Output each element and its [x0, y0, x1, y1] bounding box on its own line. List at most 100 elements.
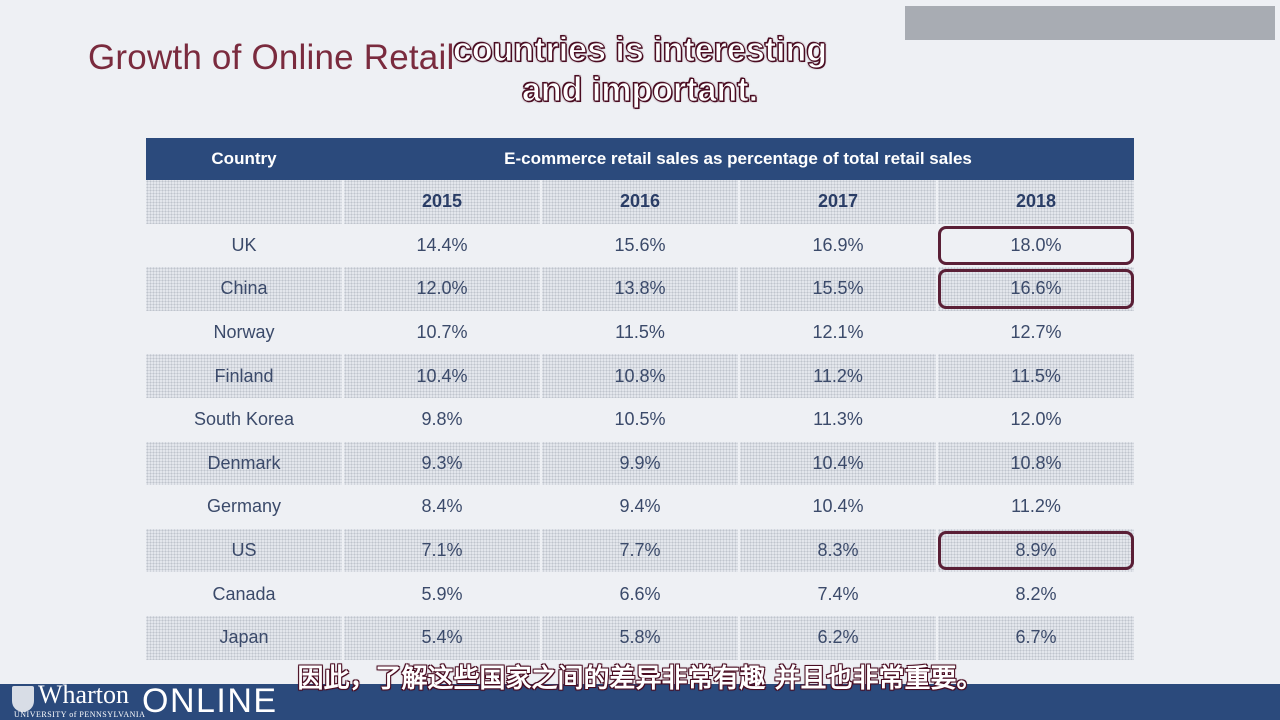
- value-text: 6.6%: [619, 583, 661, 604]
- table-header: Country E-commerce retail sales as perce…: [146, 138, 1134, 180]
- value-text: 12.0%: [416, 278, 468, 299]
- ecommerce-table: Country E-commerce retail sales as perce…: [146, 138, 1134, 660]
- country-cell: Japan: [146, 615, 342, 660]
- value-text: 16.6%: [1010, 278, 1062, 299]
- table-row: Canada 5.9% 6.6% 7.4% 8.2%: [146, 572, 1134, 616]
- value-text: 5.4%: [421, 627, 463, 648]
- value-text: 12.7%: [1010, 322, 1062, 343]
- value-cell: 7.7%: [542, 528, 738, 573]
- wharton-logo-subtext: UNIVERSITY of PENNSYLVANIA: [14, 710, 146, 719]
- country-cell: Finland: [146, 354, 342, 398]
- value-cell: 5.8%: [542, 615, 738, 660]
- table-row: Norway 10.7% 11.5% 12.1% 12.7%: [146, 311, 1134, 355]
- value-text: 16.9%: [812, 234, 864, 255]
- value-cell: 10.4%: [740, 485, 936, 529]
- value-cell: 10.4%: [344, 354, 540, 398]
- year-cell-blank: [146, 180, 342, 224]
- table-row: US 7.1% 7.7% 8.3% 8.9%: [146, 528, 1134, 573]
- value-cell: 14.4%: [344, 224, 540, 268]
- value-text: 8.2%: [1015, 583, 1057, 604]
- english-subtitle-line-1: countries is interesting: [452, 31, 828, 70]
- english-subtitle: countries is interesting and important.: [420, 30, 860, 110]
- table-body: UK 14.4% 15.6% 16.9% 18.0% China 12.0% 13.8% 15.…: [146, 224, 1134, 660]
- value-text: 11.2%: [1011, 496, 1061, 517]
- value-cell: 5.4%: [344, 615, 540, 660]
- value-text: 9.3%: [421, 452, 463, 473]
- table-row: China 12.0% 13.8% 15.5% 16.6%: [146, 267, 1134, 311]
- value-cell: 7.4%: [740, 572, 936, 616]
- value-text: 10.4%: [416, 365, 468, 386]
- value-text: 8.4%: [421, 496, 463, 517]
- value-cell: 11.2%: [938, 485, 1134, 529]
- value-text: 8.3%: [817, 540, 859, 561]
- value-text: 11.5%: [615, 322, 665, 343]
- value-text: 10.7%: [416, 322, 468, 343]
- table-row: South Korea 9.8% 10.5% 11.3% 12.0%: [146, 398, 1134, 442]
- value-cell: 12.0%: [938, 398, 1134, 442]
- year-cell: 2017: [740, 180, 936, 224]
- value-text: 13.8%: [614, 278, 666, 299]
- year-cell: 2018: [938, 180, 1134, 224]
- value-text: 10.5%: [614, 409, 666, 430]
- value-cell: 10.5%: [542, 398, 738, 442]
- value-cell: 13.8%: [542, 267, 738, 311]
- country-cell: South Korea: [193, 409, 295, 430]
- value-text: 11.2%: [813, 365, 863, 386]
- year-header-row: 2015 2016 2017 2018: [146, 180, 1134, 224]
- value-cell: 9.4%: [542, 485, 738, 529]
- year-cell: 2015: [344, 180, 540, 224]
- value-cell: 9.3%: [344, 441, 540, 486]
- value-text: 12.0%: [1010, 409, 1062, 430]
- online-logo-text: ONLINE: [142, 682, 278, 720]
- value-text: 5.9%: [421, 583, 463, 604]
- value-cell: 11.5%: [542, 311, 738, 355]
- value-cell: 15.6%: [542, 224, 738, 268]
- value-text: 18.0%: [1010, 234, 1062, 255]
- table-row: Germany 8.4% 9.4% 10.4% 11.2%: [146, 485, 1134, 529]
- wharton-logo-text: Wharton: [38, 680, 129, 709]
- value-text: 10.4%: [812, 496, 864, 517]
- value-cell: 12.7%: [938, 311, 1134, 355]
- value-text: 7.1%: [421, 540, 463, 561]
- value-text: 9.4%: [619, 496, 661, 517]
- wharton-shield-icon: [12, 686, 34, 712]
- value-cell: 15.5%: [740, 267, 936, 311]
- value-cell: 8.2%: [938, 572, 1134, 616]
- column-header-metric: E-commerce retail sales as percentage of…: [504, 149, 972, 168]
- value-cell: 6.2%: [740, 615, 936, 660]
- slide-title: Growth of Online Retail: [88, 38, 455, 77]
- value-cell: 9.9%: [542, 441, 738, 486]
- value-cell: 11.3%: [740, 398, 936, 442]
- value-text: 6.7%: [1015, 627, 1057, 648]
- value-text: 7.7%: [619, 540, 661, 561]
- value-cell: 10.8%: [542, 354, 738, 398]
- value-cell: 6.7%: [938, 615, 1134, 660]
- value-cell: 12.0%: [344, 267, 540, 311]
- value-cell: 11.2%: [740, 354, 936, 398]
- value-text: 9.9%: [619, 452, 661, 473]
- value-text: 10.4%: [812, 452, 864, 473]
- value-text: 12.1%: [812, 322, 864, 343]
- table-row: Denmark 9.3% 9.9% 10.4% 10.8%: [146, 441, 1134, 486]
- value-text: 11.3%: [813, 409, 863, 430]
- value-text: 15.5%: [812, 278, 864, 299]
- table-row: UK 14.4% 15.6% 16.9% 18.0%: [146, 224, 1134, 268]
- value-text: 7.4%: [817, 583, 859, 604]
- value-cell: 8.3%: [740, 528, 936, 573]
- english-subtitle-line-2: and important.: [521, 71, 759, 110]
- value-cell: 16.6%: [938, 267, 1134, 311]
- footer-bar: [0, 684, 1280, 720]
- value-cell: 12.1%: [740, 311, 936, 355]
- chinese-subtitle: 因此，了解这些国家之间的差异非常有趣 并且也非常重要。: [297, 664, 983, 694]
- value-cell: 18.0%: [938, 224, 1134, 268]
- value-cell: 11.5%: [938, 354, 1134, 398]
- country-cell: Canada: [212, 583, 276, 604]
- value-cell: 8.9%: [938, 528, 1134, 573]
- column-header-country: Country: [211, 149, 277, 168]
- country-cell: US: [146, 528, 342, 573]
- value-text: 10.8%: [1010, 452, 1062, 473]
- country-cell: Germany: [206, 496, 282, 517]
- value-cell: 10.4%: [740, 441, 936, 486]
- value-cell: 10.8%: [938, 441, 1134, 486]
- value-cell: 7.1%: [344, 528, 540, 573]
